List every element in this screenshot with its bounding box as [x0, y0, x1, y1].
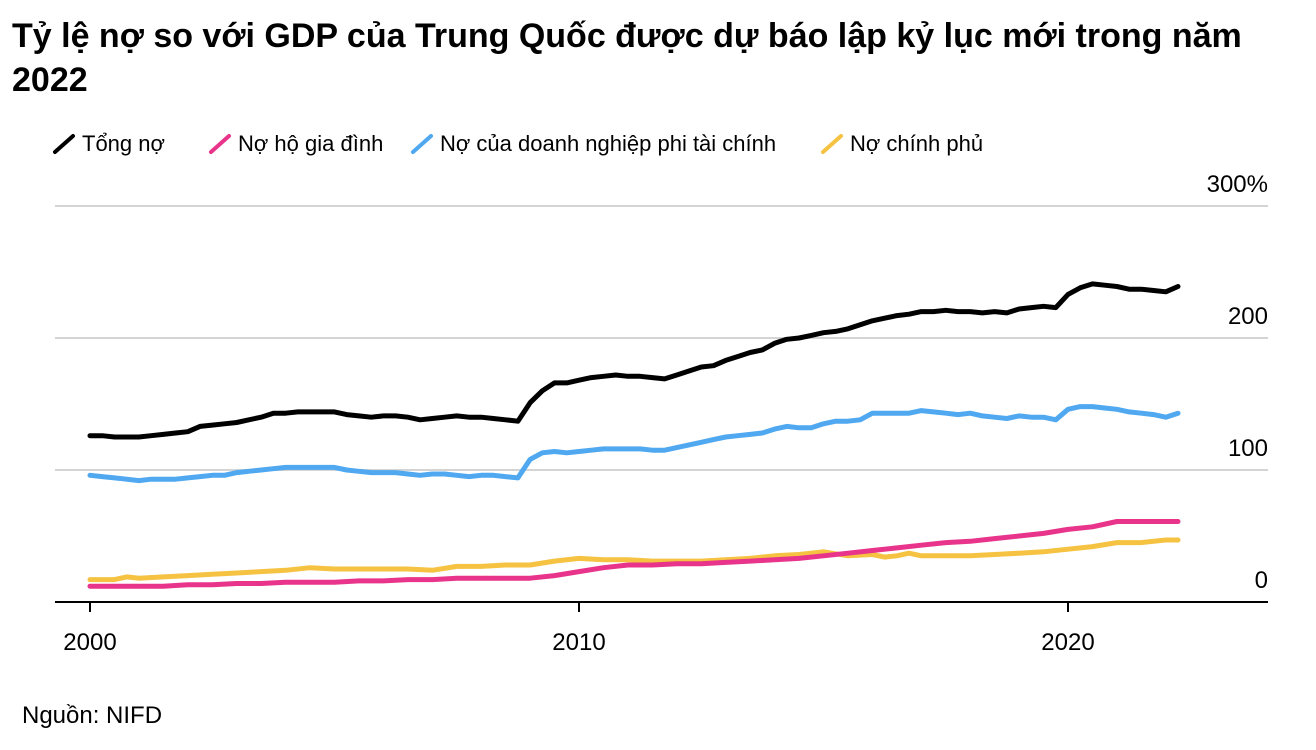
legend-swatch-government-debt	[821, 134, 843, 154]
legend-item-government-debt: Nợ chính phủ	[820, 131, 983, 157]
x-tick-label: 2000	[63, 629, 116, 656]
legend-label-total-debt: Tổng nợ	[82, 131, 165, 156]
source-note: Nguồn: NIFD	[22, 702, 163, 729]
y-tick-label: 100	[1228, 435, 1268, 462]
legend-item-household-debt: Nợ hộ gia đình	[208, 131, 404, 157]
legend-item-total-debt: Tổng nợ	[52, 131, 202, 157]
legend-label-household-debt: Nợ hộ gia đình	[238, 131, 384, 156]
legend-swatch-corporate-debt	[411, 134, 433, 154]
x-tick-label: 2020	[1041, 629, 1094, 656]
series-line-corporate-debt	[87, 404, 1181, 484]
series-line-government-debt	[87, 537, 1181, 583]
legend-item-corporate-debt: Nợ của doanh nghiệp phi tài chính	[410, 131, 814, 157]
series-line-total-debt	[87, 281, 1181, 440]
chart-title: Tỷ lệ nợ so với GDP của Trung Quốc được …	[12, 17, 1242, 99]
legend-label-government-debt: Nợ chính phủ	[850, 131, 984, 156]
y-tick-label: 300%	[1207, 171, 1268, 198]
y-tick-label: 200	[1228, 303, 1268, 330]
series-line-household-debt	[87, 519, 1181, 589]
x-tick-label: 2010	[552, 629, 605, 656]
legend-swatch-total-debt	[53, 134, 75, 154]
legend-swatch-household-debt	[209, 134, 231, 154]
legend-label-corporate-debt: Nợ của doanh nghiệp phi tài chính	[440, 131, 777, 156]
y-tick-label: 0	[1255, 567, 1268, 594]
legend: Tổng nợ Nợ hộ gia đình Nợ của doanh nghi…	[52, 128, 989, 160]
